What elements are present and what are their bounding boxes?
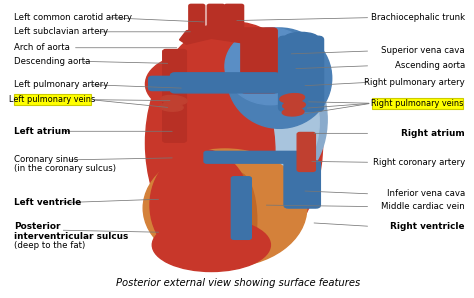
Text: interventricular sulcus: interventricular sulcus: [14, 232, 128, 240]
Text: Ascending aorta: Ascending aorta: [394, 61, 465, 70]
Text: Middle cardiac vein: Middle cardiac vein: [381, 202, 465, 211]
Text: Left pulmonary artery: Left pulmonary artery: [14, 80, 108, 89]
Text: (deep to the fat): (deep to the fat): [14, 241, 85, 250]
FancyBboxPatch shape: [207, 4, 225, 32]
Text: Posterior external view showing surface features: Posterior external view showing surface …: [117, 278, 361, 288]
Text: Coronary sinus: Coronary sinus: [14, 156, 78, 164]
Ellipse shape: [197, 194, 226, 216]
FancyBboxPatch shape: [149, 76, 197, 91]
Ellipse shape: [150, 82, 168, 88]
Text: Brachiocephalic trunk: Brachiocephalic trunk: [371, 13, 465, 22]
FancyBboxPatch shape: [204, 151, 301, 163]
FancyBboxPatch shape: [171, 73, 280, 93]
Text: Left ventricle: Left ventricle: [14, 198, 81, 207]
Ellipse shape: [214, 214, 246, 226]
Text: Superior vena cava: Superior vena cava: [381, 46, 465, 55]
Ellipse shape: [148, 52, 275, 252]
Ellipse shape: [284, 32, 319, 44]
Ellipse shape: [202, 181, 230, 212]
FancyBboxPatch shape: [14, 94, 91, 105]
Ellipse shape: [280, 94, 305, 103]
Ellipse shape: [282, 108, 304, 116]
Text: Right atrium: Right atrium: [401, 129, 465, 138]
Text: Right ventricle: Right ventricle: [390, 222, 465, 231]
Ellipse shape: [155, 152, 246, 235]
Ellipse shape: [201, 171, 208, 192]
Ellipse shape: [143, 149, 307, 267]
Text: Right pulmonary artery: Right pulmonary artery: [364, 78, 465, 87]
FancyBboxPatch shape: [241, 28, 277, 93]
FancyBboxPatch shape: [189, 4, 205, 32]
Ellipse shape: [150, 149, 250, 261]
Ellipse shape: [237, 55, 327, 184]
Ellipse shape: [249, 69, 319, 176]
FancyBboxPatch shape: [225, 4, 244, 32]
FancyBboxPatch shape: [372, 98, 463, 109]
Text: Posterior: Posterior: [14, 222, 60, 231]
Ellipse shape: [283, 101, 305, 110]
Ellipse shape: [225, 28, 316, 105]
Ellipse shape: [220, 173, 257, 267]
Text: Inferior vena cava: Inferior vena cava: [387, 189, 465, 198]
Ellipse shape: [201, 205, 235, 223]
Ellipse shape: [161, 95, 187, 105]
Text: Left common carotid artery: Left common carotid artery: [14, 13, 132, 22]
Ellipse shape: [218, 175, 232, 200]
FancyBboxPatch shape: [163, 49, 186, 142]
Ellipse shape: [227, 28, 332, 128]
Ellipse shape: [160, 103, 183, 111]
Text: Right pulmonary veins: Right pulmonary veins: [371, 99, 463, 108]
Ellipse shape: [152, 218, 270, 271]
Text: Left pulmonary veins: Left pulmonary veins: [9, 95, 95, 104]
Ellipse shape: [146, 22, 323, 264]
Text: (in the coronary sulcus): (in the coronary sulcus): [14, 164, 116, 173]
Text: Descending aorta: Descending aorta: [14, 57, 90, 66]
Ellipse shape: [146, 55, 241, 114]
FancyBboxPatch shape: [279, 36, 324, 111]
FancyBboxPatch shape: [297, 133, 315, 171]
Polygon shape: [180, 25, 246, 44]
FancyBboxPatch shape: [231, 177, 251, 239]
FancyBboxPatch shape: [284, 161, 320, 208]
Text: Left subclavian artery: Left subclavian artery: [14, 27, 108, 36]
Text: Right coronary artery: Right coronary artery: [373, 158, 465, 167]
Text: Arch of aorta: Arch of aorta: [14, 43, 70, 52]
Text: Left atrium: Left atrium: [14, 127, 70, 136]
